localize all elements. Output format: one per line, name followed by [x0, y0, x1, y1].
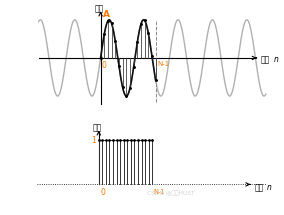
Text: N-1: N-1	[157, 61, 169, 67]
Text: 0: 0	[100, 188, 105, 197]
Text: 序列: 序列	[254, 183, 264, 192]
Text: 序列: 序列	[261, 55, 270, 64]
Text: 幅度: 幅度	[93, 123, 102, 132]
Text: n: n	[274, 55, 279, 64]
Text: 1: 1	[91, 136, 96, 145]
Text: N-1: N-1	[154, 189, 165, 195]
Text: A: A	[103, 10, 110, 19]
Text: CSDN @小裘HUST: CSDN @小裘HUST	[147, 191, 194, 196]
Text: 幅度: 幅度	[94, 4, 104, 13]
Text: 0: 0	[102, 61, 107, 70]
Text: n: n	[267, 183, 272, 192]
